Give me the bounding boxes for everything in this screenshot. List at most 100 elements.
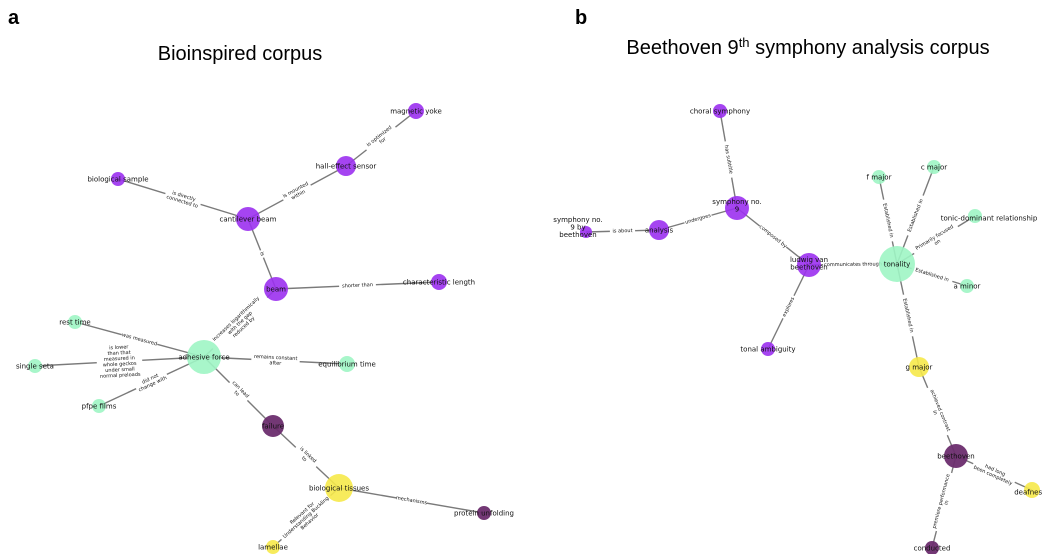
node-pfpe-films xyxy=(92,399,106,413)
panel-b-beethoven-graph: b Beethoven 9th symphony analysis corpus… xyxy=(553,7,1042,554)
node-label-g-major: g major xyxy=(906,364,933,372)
edge-label: is xyxy=(257,249,267,259)
edge-label-background xyxy=(338,281,377,290)
node-adhesive-force xyxy=(187,340,221,374)
edge-label: Established in xyxy=(900,293,916,338)
node-symphony-no9 xyxy=(725,196,749,220)
node-label-beethoven: beethoven xyxy=(937,453,974,461)
edge-label: Established in xyxy=(910,265,954,285)
node-g-major xyxy=(909,357,929,377)
edge-label: is mountedwithin xyxy=(280,179,314,206)
node-label-c-major: c major xyxy=(921,164,947,172)
node-tonic-dominant xyxy=(968,209,982,223)
node-protein-unfolding xyxy=(477,506,491,520)
panel-a-letter: a xyxy=(8,7,20,29)
edge-label: mechanisms xyxy=(395,494,428,506)
node-beethoven xyxy=(944,444,968,468)
edge-label-background xyxy=(822,260,884,269)
panel-b-edges: has subtitle is about undergoes composed by… xyxy=(585,110,1033,549)
edge-label-background xyxy=(757,223,789,250)
edge-label-background xyxy=(257,249,267,259)
node-label-beam: beam xyxy=(266,286,286,294)
node-label-analysis: analysis xyxy=(645,227,674,235)
edge-label: composed by xyxy=(757,223,789,250)
node-label-tonality: tonality xyxy=(884,261,911,269)
edge-label-background xyxy=(609,227,636,235)
node-rest-time xyxy=(68,315,82,329)
edge-label-background xyxy=(904,194,927,237)
node-label-biological-sample: biological sample xyxy=(87,176,148,184)
edge-label-background xyxy=(275,488,337,547)
node-label-choral-symphony: choral symphony xyxy=(690,108,750,116)
edge-label: is directlyconnected to xyxy=(163,187,203,211)
node-characteristic-length xyxy=(431,274,447,290)
node-label-conducted: conducted xyxy=(914,545,951,553)
node-label-magnetic-yoke: magnetic yoke xyxy=(390,108,442,116)
edge-label-background xyxy=(225,378,252,405)
node-tonality xyxy=(879,246,915,282)
edge-label: is optimizedfor xyxy=(362,122,400,155)
node-deafness xyxy=(1024,482,1040,498)
edge-label-background xyxy=(880,198,896,243)
edge-label-text: is lowerthan thatmeasured inwhole geckos… xyxy=(98,344,141,380)
node-label-lamellae: lamellae xyxy=(258,544,288,552)
edge-label: undergoes xyxy=(683,212,713,226)
edge-label: is about xyxy=(609,227,636,235)
node-beam xyxy=(264,277,288,301)
node-label-symphony-no9: symphony no. 9 xyxy=(712,198,761,214)
node-label-ludwig: ludwig van beethoven xyxy=(790,256,828,272)
edge-label-background xyxy=(910,265,954,285)
edge-label-background xyxy=(683,212,713,226)
edge-label-text: is xyxy=(258,251,265,257)
edge-label-background xyxy=(900,293,916,338)
edge-label-text: Established in xyxy=(881,203,894,238)
edge-label-background xyxy=(280,179,314,206)
node-a-minor xyxy=(960,279,974,293)
edge-label-text: Established in xyxy=(901,298,914,333)
node-biological-tissues xyxy=(325,474,353,502)
edge-label: shorter than xyxy=(338,281,377,290)
node-c-major xyxy=(927,160,941,174)
edge-label-text: mechanisms xyxy=(395,495,428,506)
node-label-equilibrium-time: equilibrium time xyxy=(318,361,376,369)
panel-a-title: Bioinspired corpus xyxy=(158,43,323,65)
edge-label-text: is about xyxy=(612,228,632,235)
node-single-seta xyxy=(28,359,42,373)
edge-label-background xyxy=(95,343,144,380)
panel-b-letter: b xyxy=(575,7,587,29)
edge-label-text: composed by xyxy=(758,224,788,250)
node-failure xyxy=(262,415,284,437)
edge-label-background xyxy=(251,353,300,368)
edge-label-text: remains constantafter xyxy=(254,354,298,368)
node-label-a-minor: a minor xyxy=(954,283,981,291)
edge-label: Primarily focusedon xyxy=(910,221,962,259)
node-label-biological-tissues: biological tissues xyxy=(309,485,369,493)
panel-a-bioinspired-graph: a Bioinspired corpus is optimizedfor is m… xyxy=(8,7,514,554)
node-label-deafness: deafness xyxy=(1014,489,1042,497)
node-label-tonal-ambiguity: tonal ambiguity xyxy=(740,346,795,354)
edge-label-text: shorter than xyxy=(342,282,373,289)
node-label-adhesive-force: adhesive force xyxy=(178,354,229,362)
node-lamellae xyxy=(266,540,280,554)
node-hall-effect-sensor xyxy=(336,156,356,176)
edge-label-text: has subtitle xyxy=(723,145,734,175)
node-symphony-no9-by xyxy=(580,226,592,238)
edge-label: Established in xyxy=(880,198,896,243)
node-choral-symphony xyxy=(713,104,727,118)
node-conducted xyxy=(925,541,939,554)
edge-label: achieved contrastin xyxy=(922,385,953,438)
edge-label: had longbeen completely xyxy=(970,458,1018,488)
edge-label-background xyxy=(910,221,962,259)
node-label-hall-effect-sensor: hall-effect sensor xyxy=(316,163,377,171)
panel-b-title-superscript: th xyxy=(739,35,750,50)
edge-label-text: Relevant forUnderstanding BucklingBehavi… xyxy=(278,491,334,544)
node-label-protein-unfolding: protein unfolding xyxy=(454,510,514,518)
node-tonal-ambiguity xyxy=(761,342,775,356)
node-label-characteristic-length: characteristic length xyxy=(403,279,475,287)
edge-label-background xyxy=(930,471,958,533)
edge-label-background xyxy=(780,294,797,320)
edge-label-background xyxy=(120,331,159,348)
edge-label-text: undergoes xyxy=(685,213,712,226)
edge-label-text: Established in xyxy=(914,267,949,283)
